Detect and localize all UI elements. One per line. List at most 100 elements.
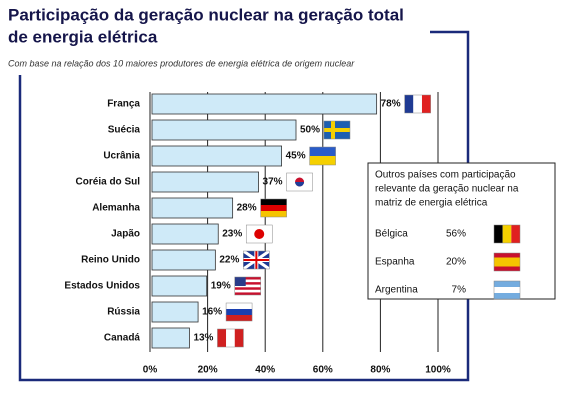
flag-part — [226, 309, 253, 315]
inset-share: 56% — [446, 229, 466, 240]
bar — [151, 223, 219, 245]
x-tick-label: 40% — [255, 365, 275, 376]
value-label: 78% — [381, 99, 401, 110]
flag-part — [243, 259, 270, 261]
flag — [309, 146, 336, 166]
inset-title: relevante da geração nuclear na — [375, 184, 519, 195]
flag-part — [217, 329, 227, 347]
flag-part — [494, 253, 520, 258]
flag — [404, 94, 431, 114]
category-label: Japão — [111, 229, 140, 240]
flag-part — [234, 329, 244, 347]
flag-border — [309, 146, 336, 166]
flag-border — [260, 198, 287, 218]
x-tick-label: 20% — [198, 365, 218, 376]
category-label: Alemanha — [92, 203, 140, 214]
flag — [242, 249, 271, 271]
value-label: 23% — [222, 229, 242, 240]
flag-part — [494, 257, 520, 262]
flag-border — [243, 250, 270, 270]
category-label: Rússia — [107, 307, 140, 318]
value-label: 50% — [300, 125, 320, 136]
bar — [151, 197, 234, 219]
flag-part — [234, 287, 261, 290]
flag-part — [494, 225, 503, 243]
frame — [18, 30, 470, 382]
flag-part — [404, 95, 414, 113]
category-label: Coréia do Sul — [76, 177, 141, 188]
inset-box — [367, 162, 556, 300]
value-label: 28% — [237, 203, 257, 214]
inset-title: Outros países com participação — [375, 170, 516, 181]
flag-border — [493, 224, 521, 244]
flag-part — [413, 95, 422, 113]
value-label: 13% — [193, 333, 213, 344]
flag-part — [260, 199, 287, 205]
flag-part — [494, 262, 520, 267]
flag-part — [234, 277, 261, 280]
inset-share: 20% — [446, 257, 466, 268]
value-label: 22% — [219, 255, 239, 266]
inset-country: Argentina — [375, 285, 418, 296]
bar — [151, 327, 190, 349]
x-tick-label: 0% — [143, 365, 158, 376]
flag-border — [234, 276, 261, 296]
flag-part — [234, 282, 261, 285]
flag — [323, 120, 351, 140]
flag-part — [494, 293, 520, 299]
flag-part — [234, 289, 261, 293]
category-label: França — [107, 99, 140, 110]
flag — [260, 198, 287, 218]
flag-border — [323, 120, 351, 140]
value-label: 19% — [211, 281, 231, 292]
flag-border — [493, 252, 521, 272]
category-label: Canadá — [104, 333, 141, 344]
inset-country: Bélgica — [375, 229, 408, 240]
flag-part — [234, 279, 261, 283]
bar — [151, 145, 283, 167]
chart-title: Participação da geração nuclear na geraç… — [8, 5, 404, 24]
category-label: Ucrânia — [103, 151, 140, 162]
bar — [151, 171, 259, 193]
category-label: Suécia — [108, 125, 141, 136]
flag-part — [494, 287, 520, 293]
flag — [493, 252, 521, 272]
value-label: 45% — [286, 151, 306, 162]
flag — [493, 280, 521, 300]
category-label: Reino Unido — [81, 255, 140, 266]
flag-part — [511, 225, 520, 243]
flag-part — [234, 292, 261, 295]
inset: Outros países com participação relevante … — [367, 162, 556, 300]
flag-part — [226, 315, 253, 321]
value-label: 16% — [202, 307, 222, 318]
flag-part — [309, 147, 336, 156]
bar — [151, 249, 216, 271]
flag-part — [234, 284, 261, 288]
flag-border — [225, 302, 253, 322]
value-label: 37% — [263, 177, 283, 188]
bar — [151, 93, 378, 115]
flag-part — [254, 229, 265, 239]
flag-part — [494, 266, 520, 271]
flag-part — [260, 205, 287, 211]
flag-part — [260, 211, 287, 217]
flag-part — [309, 156, 336, 165]
x-tick-label: 60% — [313, 365, 333, 376]
chart-title: de energia elétrica — [8, 27, 158, 46]
flag-border — [217, 328, 244, 348]
bar — [151, 275, 208, 297]
x-tick-label: 100% — [425, 365, 451, 376]
flag-part — [234, 277, 246, 286]
category-label: Estados Unidos — [64, 281, 140, 292]
flag-part — [421, 95, 431, 113]
inset-share: 7% — [452, 285, 467, 296]
flag-part — [502, 225, 512, 243]
flag-part — [295, 182, 305, 187]
flag-border — [286, 172, 313, 192]
flag — [286, 172, 313, 192]
flag — [493, 224, 521, 244]
flag-part — [226, 329, 235, 347]
flag-part — [494, 281, 520, 287]
flag — [225, 302, 253, 322]
